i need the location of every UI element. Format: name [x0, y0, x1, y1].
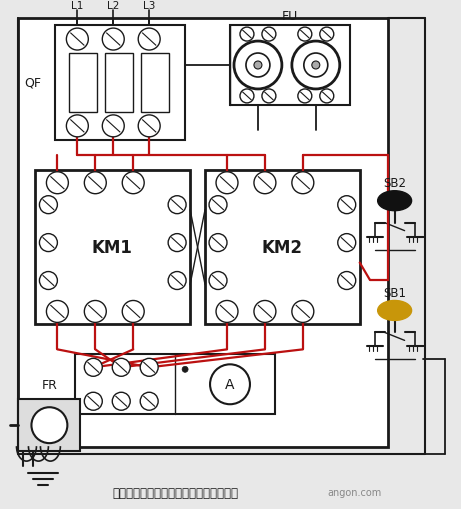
Bar [141, 54, 169, 112]
Circle shape [298, 28, 312, 42]
Text: SB1: SB1 [383, 287, 406, 299]
Text: L1: L1 [71, 1, 83, 11]
Circle shape [84, 359, 102, 377]
Text: QF: QF [24, 76, 41, 89]
Text: A: A [225, 378, 235, 391]
Circle shape [304, 54, 328, 78]
Circle shape [312, 62, 320, 70]
Bar [75, 355, 275, 414]
Circle shape [102, 29, 124, 51]
Circle shape [112, 359, 130, 377]
Circle shape [84, 173, 106, 194]
Circle shape [209, 272, 227, 290]
Circle shape [338, 196, 356, 214]
Circle shape [112, 392, 130, 410]
Circle shape [168, 196, 186, 214]
Circle shape [122, 301, 144, 323]
Circle shape [210, 364, 250, 405]
Circle shape [122, 173, 144, 194]
Circle shape [140, 359, 158, 377]
Circle shape [292, 301, 314, 323]
Text: angon.com: angon.com [328, 487, 382, 497]
Circle shape [102, 116, 124, 137]
Circle shape [47, 173, 68, 194]
Circle shape [262, 28, 276, 42]
Bar [205, 171, 360, 325]
Text: SB2: SB2 [383, 177, 406, 190]
Text: KM2: KM2 [261, 238, 302, 256]
Circle shape [240, 90, 254, 104]
Circle shape [138, 29, 160, 51]
Circle shape [138, 116, 160, 137]
Circle shape [216, 173, 238, 194]
Circle shape [31, 407, 67, 443]
Bar [55, 26, 185, 140]
Circle shape [66, 116, 89, 137]
Circle shape [216, 301, 238, 323]
Bar [18, 19, 388, 447]
Circle shape [320, 90, 334, 104]
Circle shape [254, 62, 262, 70]
Circle shape [262, 90, 276, 104]
Text: L2: L2 [107, 1, 119, 11]
Ellipse shape [378, 191, 412, 211]
Circle shape [338, 272, 356, 290]
Circle shape [84, 301, 106, 323]
Circle shape [140, 392, 158, 410]
Circle shape [292, 42, 340, 90]
Circle shape [209, 196, 227, 214]
Bar [69, 54, 97, 112]
Circle shape [338, 234, 356, 252]
Circle shape [298, 90, 312, 104]
Circle shape [40, 196, 57, 214]
Circle shape [168, 272, 186, 290]
Bar [18, 400, 80, 451]
Circle shape [246, 54, 270, 78]
Circle shape [320, 28, 334, 42]
Circle shape [234, 42, 282, 90]
Circle shape [40, 234, 57, 252]
Circle shape [84, 392, 102, 410]
Circle shape [254, 173, 276, 194]
Text: 电动机正、反向点动控制电路接线示意图: 电动机正、反向点动控制电路接线示意图 [112, 486, 238, 498]
Bar [105, 54, 133, 112]
Circle shape [66, 29, 89, 51]
Bar [230, 26, 350, 106]
Circle shape [240, 28, 254, 42]
Text: L3: L3 [143, 1, 155, 11]
Ellipse shape [378, 301, 412, 321]
Circle shape [47, 301, 68, 323]
Text: FU: FU [282, 10, 298, 22]
Bar [35, 171, 190, 325]
Circle shape [168, 234, 186, 252]
Text: KM1: KM1 [92, 238, 133, 256]
Circle shape [292, 173, 314, 194]
Circle shape [182, 366, 188, 373]
Text: FR: FR [41, 378, 57, 391]
Circle shape [254, 301, 276, 323]
Circle shape [40, 272, 57, 290]
Circle shape [209, 234, 227, 252]
